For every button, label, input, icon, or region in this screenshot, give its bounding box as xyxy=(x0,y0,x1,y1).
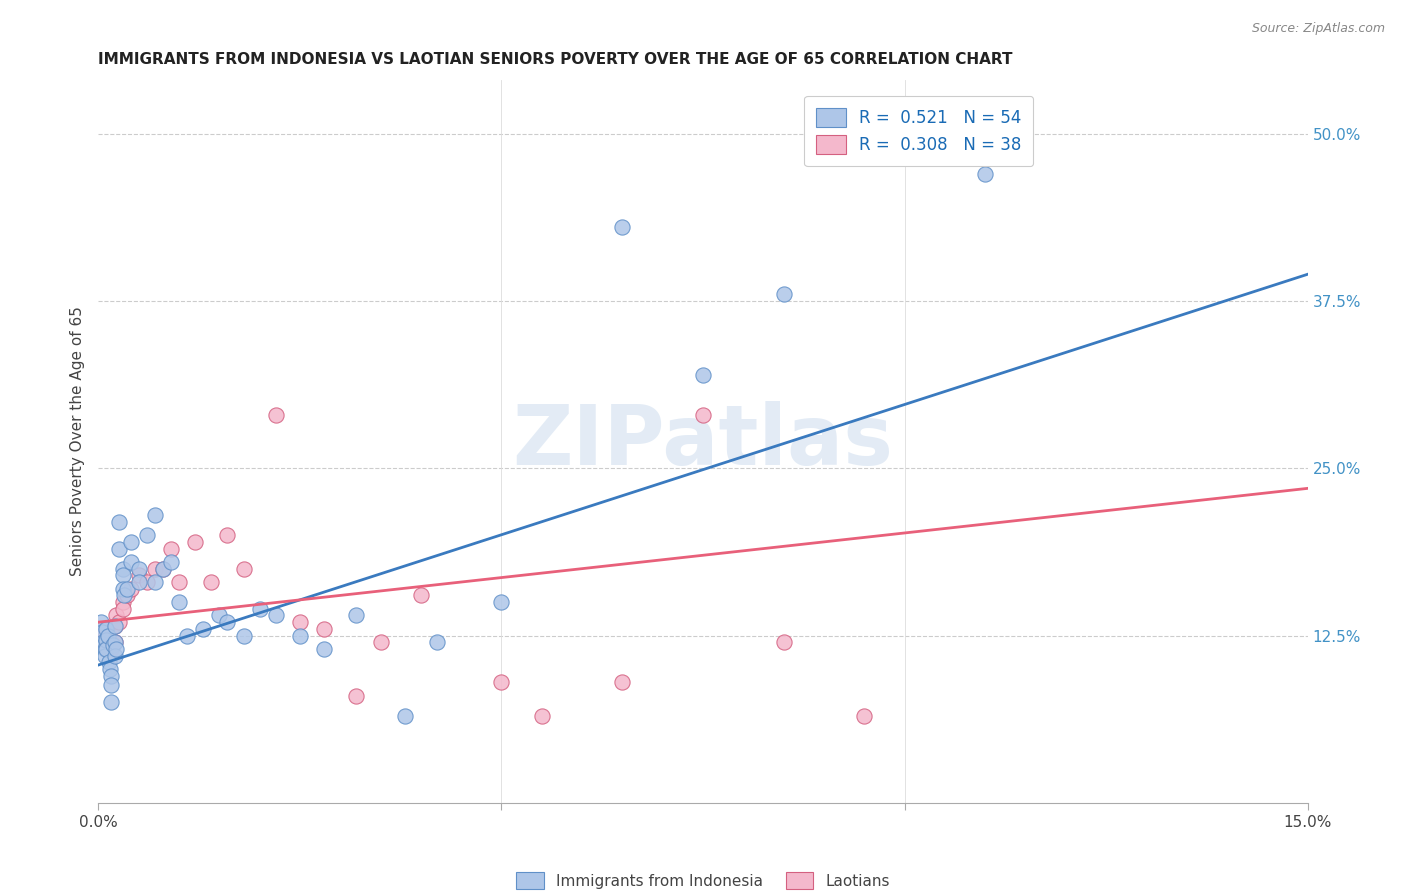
Point xyxy=(97,655,120,669)
Point xyxy=(143,575,166,590)
Point xyxy=(103,648,125,663)
Point xyxy=(100,669,122,683)
Point xyxy=(91,622,114,636)
Point xyxy=(152,562,174,576)
Point xyxy=(101,638,124,652)
Point xyxy=(128,575,150,590)
Point xyxy=(94,638,117,652)
Point xyxy=(97,624,120,639)
Point xyxy=(100,642,122,657)
Point xyxy=(176,628,198,642)
Point xyxy=(90,628,112,642)
Point xyxy=(426,635,449,649)
Point xyxy=(232,628,254,642)
Point xyxy=(94,648,117,663)
Point xyxy=(111,562,134,576)
Point xyxy=(491,675,513,690)
Point xyxy=(93,638,115,652)
Point xyxy=(612,675,634,690)
Point xyxy=(91,635,114,649)
Point xyxy=(100,635,122,649)
Point xyxy=(115,589,138,603)
Point xyxy=(264,408,287,422)
Point xyxy=(530,708,553,723)
Point xyxy=(692,408,714,422)
Point xyxy=(143,508,166,523)
Point xyxy=(105,642,128,657)
Point xyxy=(217,615,239,630)
Point xyxy=(314,622,336,636)
Point xyxy=(111,568,134,582)
Point xyxy=(96,642,118,657)
Point xyxy=(96,622,118,636)
Point xyxy=(370,635,392,649)
Point xyxy=(853,708,876,723)
Point xyxy=(96,642,118,657)
Point xyxy=(772,287,794,301)
Point xyxy=(193,622,215,636)
Point xyxy=(143,562,166,576)
Point xyxy=(692,368,714,382)
Point xyxy=(91,624,114,639)
Text: ZIPatlas: ZIPatlas xyxy=(513,401,893,482)
Point xyxy=(184,534,207,549)
Point xyxy=(112,589,135,603)
Legend: Immigrants from Indonesia, Laotians: Immigrants from Indonesia, Laotians xyxy=(505,861,901,892)
Point xyxy=(200,575,222,590)
Point xyxy=(135,575,157,590)
Point xyxy=(120,555,142,569)
Point xyxy=(100,696,122,710)
Point xyxy=(105,608,128,623)
Point xyxy=(974,167,997,181)
Point xyxy=(115,582,138,596)
Point xyxy=(344,608,367,623)
Point xyxy=(107,541,129,556)
Text: IMMIGRANTS FROM INDONESIA VS LAOTIAN SENIORS POVERTY OVER THE AGE OF 65 CORRELAT: IMMIGRANTS FROM INDONESIA VS LAOTIAN SEN… xyxy=(98,52,1012,67)
Point xyxy=(232,562,254,576)
Point xyxy=(344,689,367,703)
Point xyxy=(314,642,336,657)
Point xyxy=(160,555,183,569)
Point xyxy=(128,568,150,582)
Point xyxy=(103,635,125,649)
Point xyxy=(91,635,114,649)
Text: Source: ZipAtlas.com: Source: ZipAtlas.com xyxy=(1251,22,1385,36)
Point xyxy=(135,528,157,542)
Point xyxy=(94,642,117,657)
Point xyxy=(160,541,183,556)
Point xyxy=(491,595,513,609)
Point xyxy=(107,515,129,529)
Point xyxy=(612,220,634,235)
Point xyxy=(217,528,239,542)
Point xyxy=(167,595,190,609)
Point xyxy=(100,678,122,692)
Point xyxy=(152,562,174,576)
Point xyxy=(96,632,118,647)
Point xyxy=(120,534,142,549)
Point xyxy=(249,602,271,616)
Point xyxy=(120,582,142,596)
Point xyxy=(167,575,190,590)
Point xyxy=(103,635,125,649)
Point xyxy=(97,628,120,642)
Point xyxy=(288,628,311,642)
Y-axis label: Seniors Poverty Over the Age of 65: Seniors Poverty Over the Age of 65 xyxy=(69,307,84,576)
Point xyxy=(98,662,121,676)
Point xyxy=(111,602,134,616)
Point xyxy=(103,619,125,633)
Point xyxy=(772,635,794,649)
Point xyxy=(288,615,311,630)
Point xyxy=(111,595,134,609)
Point xyxy=(107,615,129,630)
Point xyxy=(111,582,134,596)
Point xyxy=(90,615,112,630)
Point xyxy=(394,708,416,723)
Point xyxy=(409,589,432,603)
Point xyxy=(128,562,150,576)
Point xyxy=(208,608,231,623)
Point xyxy=(103,619,125,633)
Point xyxy=(264,608,287,623)
